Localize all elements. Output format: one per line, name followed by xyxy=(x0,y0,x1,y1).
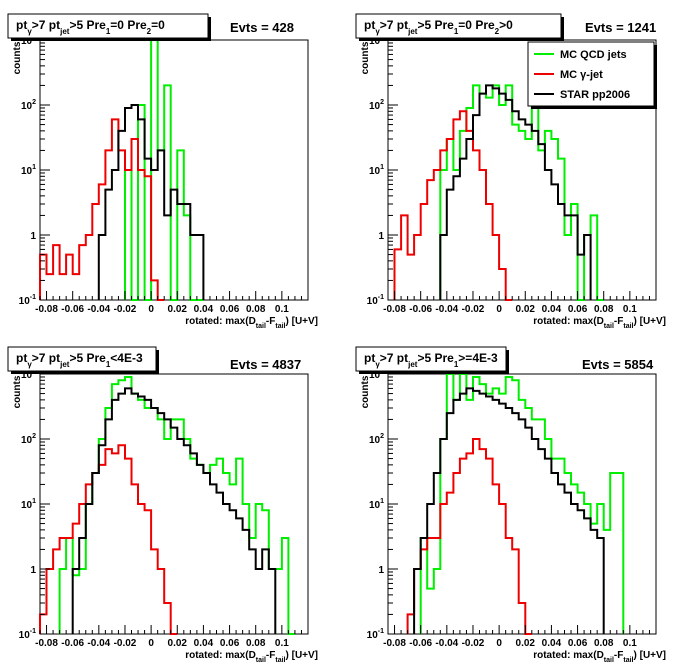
x-tick-label: 0.1 xyxy=(623,304,637,315)
y-tick-label: 101 xyxy=(21,498,36,511)
x-tick-label: -0.02 xyxy=(114,304,137,315)
y-tick-label: 10-1 xyxy=(367,628,384,641)
x-axis-label: rotated: max(Dtail-Ftail) [U+V] xyxy=(185,316,318,330)
x-tick-label: 0 xyxy=(148,304,154,315)
series-mc-jet xyxy=(393,110,513,301)
y-tick-label: 101 xyxy=(369,164,384,177)
y-tick-label: 101 xyxy=(21,164,36,177)
x-tick-label: 0.06 xyxy=(568,304,588,315)
legend-entry-star-pp2006: STAR pp2006 xyxy=(560,89,630,101)
y-tick-label: 101 xyxy=(369,498,384,511)
x-tick-label: -0.06 xyxy=(61,638,84,649)
y-axis-label: counts xyxy=(360,375,371,408)
y-tick-label: 1 xyxy=(378,565,384,576)
y-tick-label: 102 xyxy=(21,433,36,446)
series-star-pp2006 xyxy=(71,387,277,634)
series-mc-jet xyxy=(39,118,165,301)
x-tick-label: -0.08 xyxy=(35,304,58,315)
y-tick-label: 1 xyxy=(30,565,36,576)
y-tick-label: 1 xyxy=(378,231,384,242)
x-tick-label: 0.04 xyxy=(194,304,214,315)
histogram-panel-1: -0.08 -0.06 -0.04 -0.02 0 0.02 0.04 0.06 0.08 0.1… xyxy=(7,13,318,330)
legend: MC QCD jets MC γ-jet STAR pp2006 xyxy=(527,41,657,109)
x-tick-label: -0.08 xyxy=(35,638,58,649)
x-tick-label: 0.08 xyxy=(246,638,266,649)
title-box xyxy=(355,346,507,372)
x-tick-label: 0.08 xyxy=(246,304,266,315)
x-tick-label: 0 xyxy=(496,304,502,315)
x-tick-label: -0.08 xyxy=(383,304,406,315)
y-tick-label: 1 xyxy=(30,231,36,242)
x-tick-label: 0.02 xyxy=(168,304,188,315)
x-tick-label: 0.06 xyxy=(220,304,240,315)
series-mc-qcd-jets xyxy=(439,84,604,301)
x-tick-label: 0 xyxy=(496,638,502,649)
x-tick-label: 0.06 xyxy=(220,638,240,649)
x-tick-label: 0.06 xyxy=(568,638,588,649)
x-tick-label: -0.08 xyxy=(383,638,406,649)
y-axis-label: counts xyxy=(12,375,23,408)
x-tick-label: -0.02 xyxy=(462,638,485,649)
panel-title: ptγ>7 ptjet>5 Pre1=0 Pre2>0 xyxy=(364,18,513,36)
histogram-panel-2: -0.08 -0.06 -0.04 -0.02 0 0.02 0.04 0.06 0.08 0.1… xyxy=(355,13,666,330)
x-tick-label: 0.02 xyxy=(168,638,188,649)
x-tick-label: 0.08 xyxy=(594,638,614,649)
x-tick-label: 0.04 xyxy=(542,638,562,649)
x-axis-label: rotated: max(Dtail-Ftail) [U+V] xyxy=(533,316,666,330)
x-tick-label: 0.02 xyxy=(516,304,536,315)
series-star-pp2006 xyxy=(97,104,205,300)
y-tick-label: 102 xyxy=(21,99,36,112)
title-box xyxy=(7,346,157,372)
y-axis-label: counts xyxy=(12,41,23,74)
y-tick-label: 10-1 xyxy=(19,294,36,307)
y-tick-label: 102 xyxy=(369,99,384,112)
series-mc-jet xyxy=(39,444,178,635)
x-tick-label: 0.04 xyxy=(194,638,214,649)
x-tick-label: -0.04 xyxy=(87,638,110,649)
x-tick-label: -0.04 xyxy=(87,304,110,315)
y-axis-label: counts xyxy=(360,41,371,74)
panel-title: ptγ>7 ptjet>5 Pre1<4E-3 xyxy=(16,351,143,369)
x-tick-label: 0.08 xyxy=(594,304,614,315)
events-count: Evts = 5854 xyxy=(582,357,654,372)
x-tick-label: -0.06 xyxy=(409,304,432,315)
x-tick-label: -0.06 xyxy=(61,304,84,315)
title-box xyxy=(355,13,562,39)
histogram-panel-4: -0.08 -0.06 -0.04 -0.02 0 0.02 0.04 0.06 0.08 0.1… xyxy=(355,346,666,664)
histogram-panel-3: -0.08 -0.06 -0.04 -0.02 0 0.02 0.04 0.06 0.08 0.1… xyxy=(7,346,318,664)
title-box xyxy=(7,13,209,39)
x-tick-label: -0.02 xyxy=(114,638,137,649)
x-tick-label: -0.02 xyxy=(462,304,485,315)
x-axis-label: rotated: max(Dtail-Ftail) [U+V] xyxy=(185,650,318,664)
x-tick-label: 0 xyxy=(148,638,154,649)
series-mc-jet xyxy=(406,438,532,635)
y-tick-label: 10-1 xyxy=(19,628,36,641)
y-tick-label: 10-1 xyxy=(367,294,384,307)
panel-title: ptγ>7 ptjet>5 Pre1>=4E-3 xyxy=(364,351,498,369)
x-axis-label: rotated: max(Dtail-Ftail) [U+V] xyxy=(533,650,666,664)
series-mc-qcd-jets xyxy=(58,376,295,635)
events-count: Evts = 1241 xyxy=(585,20,656,35)
x-tick-label: 0.1 xyxy=(275,304,289,315)
panel-title: ptγ>7 ptjet>5 Pre1=0 Pre2=0 xyxy=(16,18,165,36)
x-tick-label: -0.04 xyxy=(435,304,458,315)
x-tick-label: 0.02 xyxy=(516,638,536,649)
x-tick-label: -0.04 xyxy=(435,638,458,649)
legend-entry-mc-qcd-jets: MC QCD jets xyxy=(560,49,627,61)
legend-entry-mc-jet: MC γ-jet xyxy=(560,69,603,81)
x-tick-label: 0.1 xyxy=(275,638,289,649)
events-count: Evts = 4837 xyxy=(230,357,301,372)
events-count: Evts = 428 xyxy=(230,20,294,35)
series-star-pp2006 xyxy=(413,387,605,634)
x-tick-label: 0.04 xyxy=(542,304,562,315)
x-tick-label: 0.1 xyxy=(623,638,637,649)
y-tick-label: 102 xyxy=(369,433,384,446)
series-star-pp2006 xyxy=(439,84,592,300)
x-tick-label: -0.06 xyxy=(409,638,432,649)
